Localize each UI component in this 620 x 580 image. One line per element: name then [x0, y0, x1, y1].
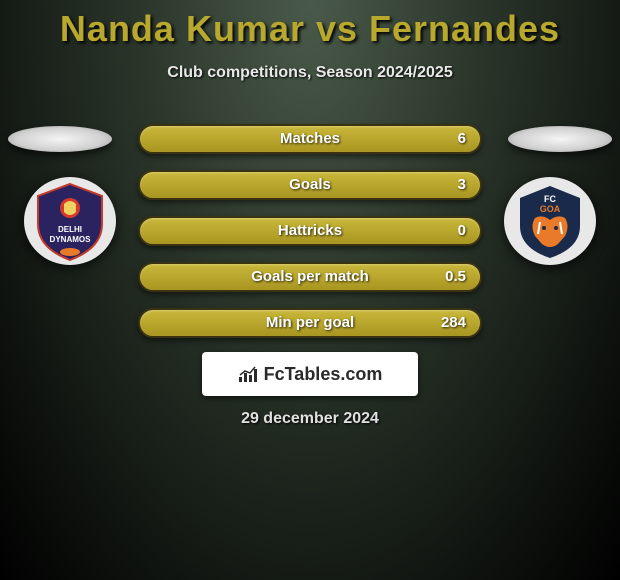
svg-text:DELHI: DELHI [58, 225, 82, 234]
svg-text:DYNAMOS: DYNAMOS [50, 235, 92, 244]
stat-label: Goals [140, 172, 480, 198]
team-badge-left: DELHI DYNAMOS [20, 176, 120, 266]
stat-bar-goals-per-match: Goals per match 0.5 [138, 262, 482, 292]
stat-value: 3 [458, 172, 466, 198]
page-subtitle: Club competitions, Season 2024/2025 [0, 64, 620, 82]
stat-value: 0 [458, 218, 466, 244]
platform-right [508, 126, 612, 152]
stat-bar-matches: Matches 6 [138, 124, 482, 154]
stat-label: Goals per match [140, 264, 480, 290]
stat-bar-min-per-goal: Min per goal 284 [138, 308, 482, 338]
platform-left [8, 126, 112, 152]
stats-bars: Matches 6 Goals 3 Hattricks 0 Goals per … [138, 124, 482, 354]
stat-bar-hattricks: Hattricks 0 [138, 216, 482, 246]
stat-bar-goals: Goals 3 [138, 170, 482, 200]
branding-text: FcTables.com [238, 364, 383, 385]
page-title: Nanda Kumar vs Fernandes [0, 0, 620, 50]
branding-label: FcTables.com [264, 364, 383, 385]
date-text: 29 december 2024 [0, 410, 620, 428]
stat-value: 284 [441, 310, 466, 336]
stat-label: Min per goal [140, 310, 480, 336]
svg-text:FC: FC [544, 194, 556, 204]
stat-value: 6 [458, 126, 466, 152]
chart-icon [238, 365, 260, 383]
stat-label: Matches [140, 126, 480, 152]
team-badge-right: FC GOA [500, 176, 600, 266]
stat-value: 0.5 [445, 264, 466, 290]
branding-box: FcTables.com [202, 352, 418, 396]
stat-label: Hattricks [140, 218, 480, 244]
svg-text:GOA: GOA [540, 204, 561, 214]
